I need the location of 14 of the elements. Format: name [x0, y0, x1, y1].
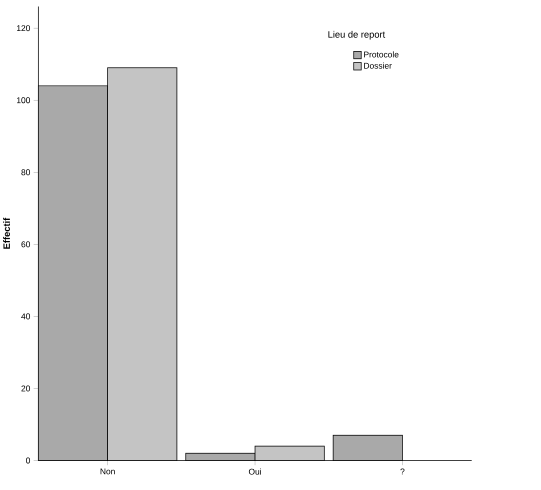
legend-title: Lieu de report — [328, 30, 386, 40]
y-tick-label: 120 — [17, 24, 30, 31]
x-tick-label: ? — [400, 468, 404, 474]
y-tick-label: 0 — [26, 457, 30, 464]
y-tick-label: 40 — [21, 313, 30, 320]
legend-label: Protocole — [364, 51, 399, 58]
legend-label: Dossier — [364, 62, 392, 68]
y-axis-title: Effectif — [3, 217, 10, 248]
x-tick-label: Non — [100, 468, 115, 474]
y-tick-label: 80 — [21, 169, 30, 176]
y-tick-label: 100 — [17, 97, 30, 103]
y-tick-label: 60 — [21, 241, 30, 248]
x-tick-label: Oui — [248, 468, 261, 474]
y-tick-label: 20 — [21, 385, 30, 392]
